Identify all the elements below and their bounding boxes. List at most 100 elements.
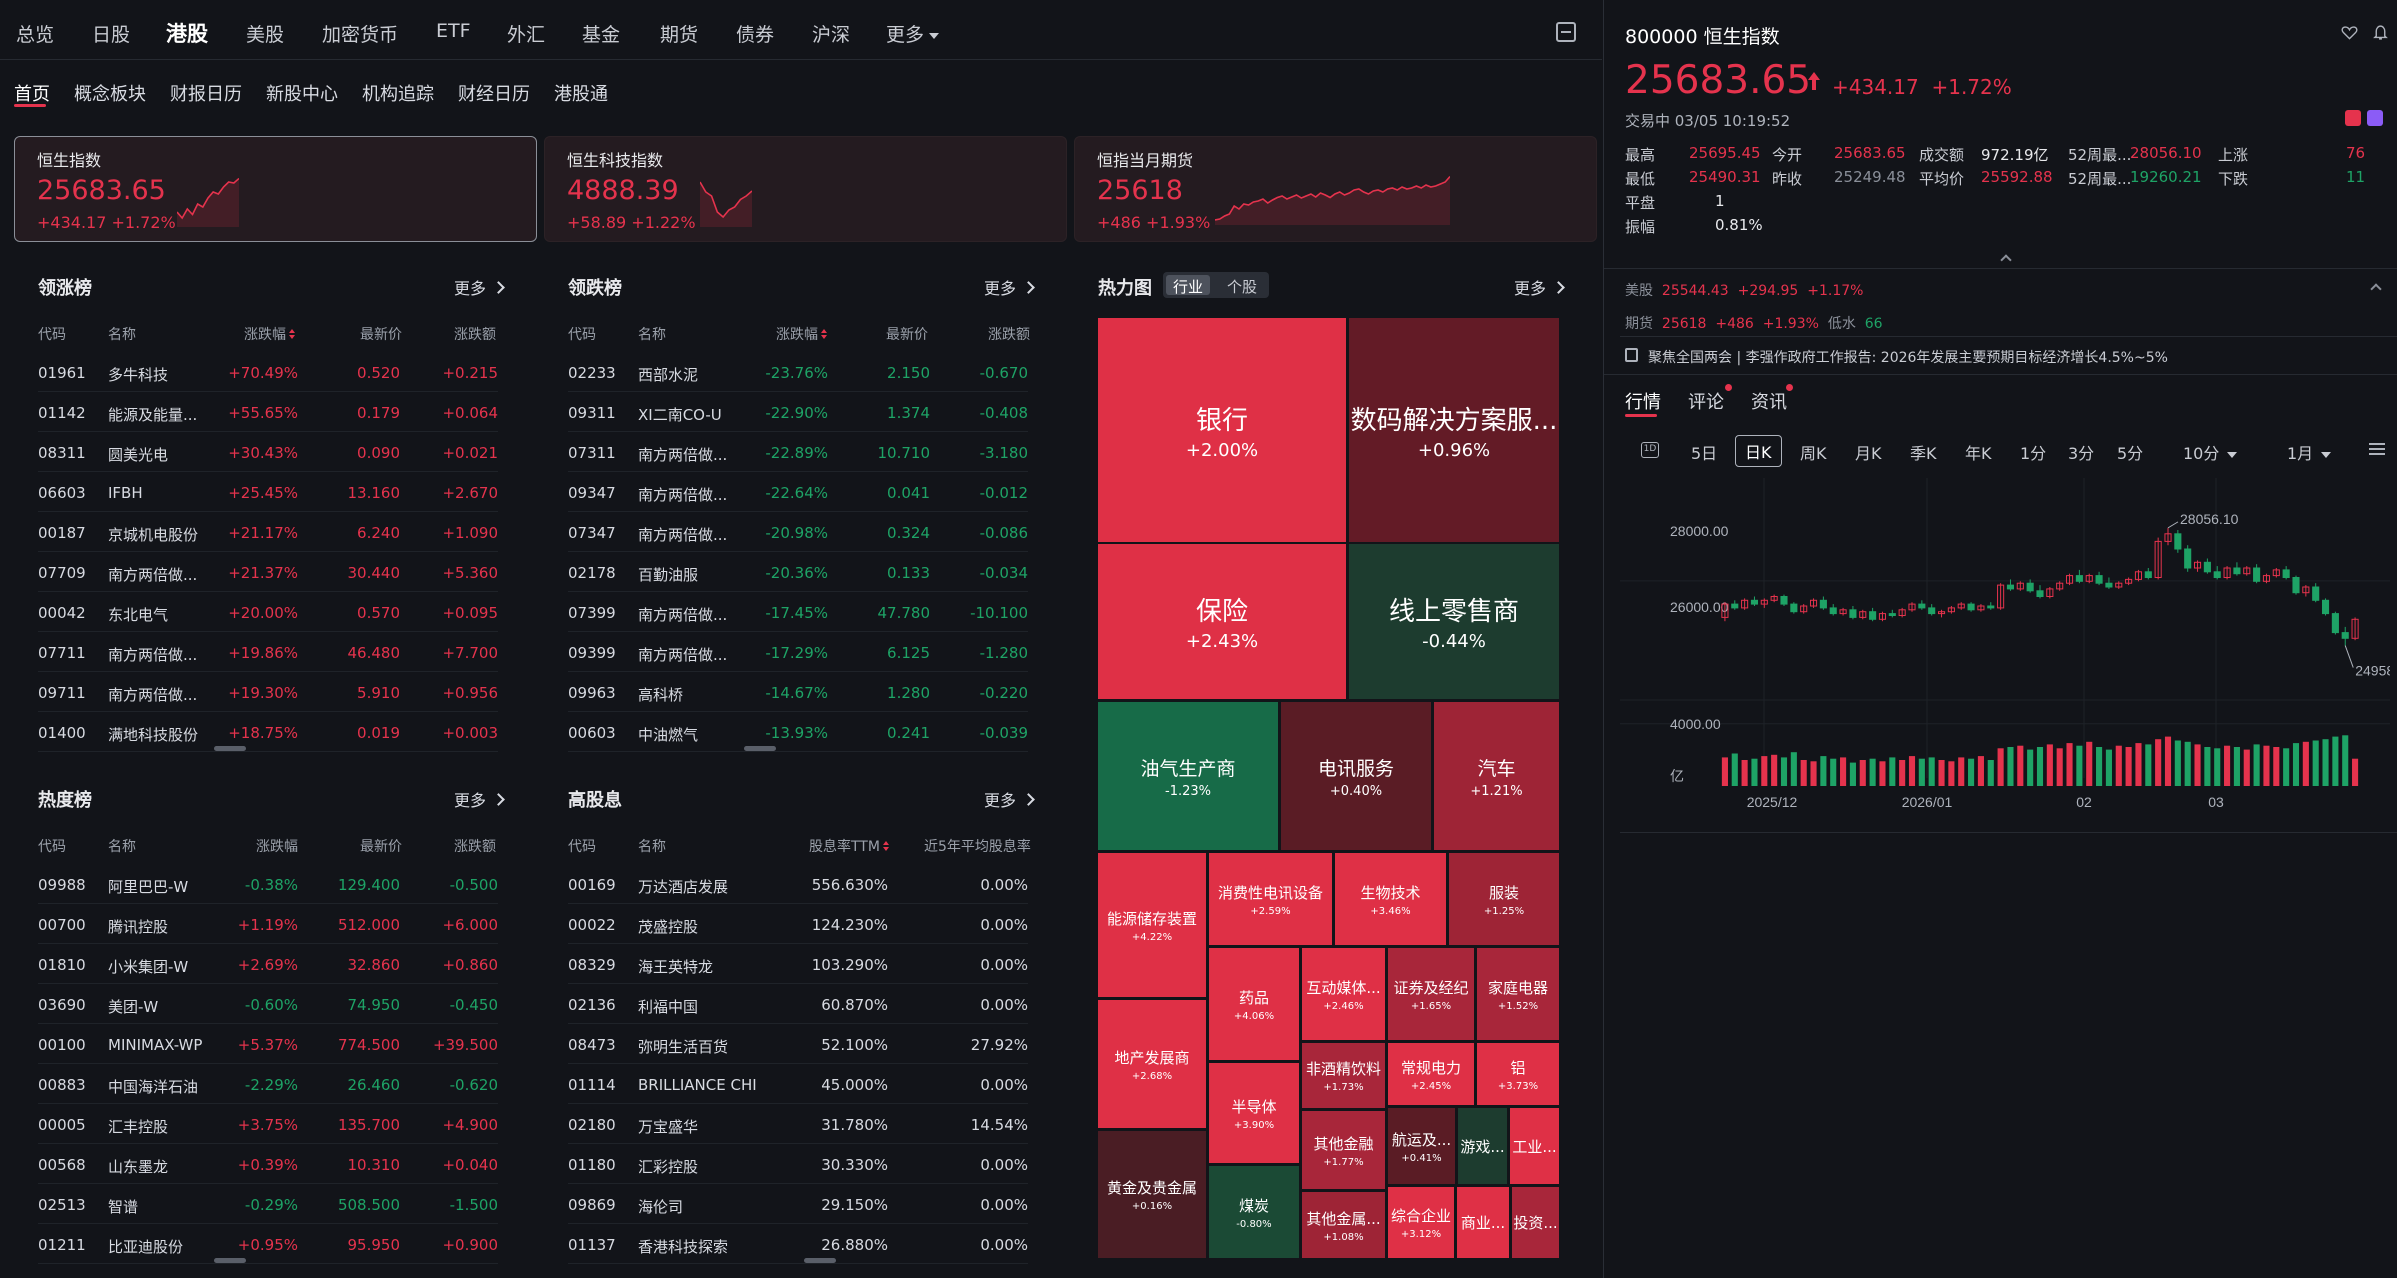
heatmap-tile[interactable]: 常规电力 +2.45% [1388, 1043, 1474, 1105]
chart-settings-icon[interactable] [2369, 442, 2385, 456]
heatmap-tile[interactable]: 服装 +1.25% [1449, 853, 1559, 945]
nav-overview[interactable]: 总览 [16, 24, 55, 46]
table-row[interactable]: 02180 万宝盛华 31.780% 14.54% [568, 1104, 1028, 1144]
table-row[interactable]: 07711 南方两倍做... +19.86% 46.480 +7.700 [38, 632, 498, 672]
table-row[interactable]: 09988 阿里巴巴-W -0.38% 129.400 -0.500 [38, 864, 498, 904]
table-row[interactable]: 09869 海伦司 29.150% 0.00% [568, 1184, 1028, 1224]
toggle-stocks[interactable]: 个股 [1227, 278, 1258, 296]
period-monthly-k[interactable]: 月K [1855, 444, 1882, 463]
range-1mo-dropdown[interactable]: 1月 [2287, 440, 2332, 464]
table-row[interactable]: 02233 西部水泥 -23.76% 2.150 -0.670 [568, 352, 1028, 392]
heatmap-tile[interactable]: 电讯服务 +0.40% [1281, 702, 1431, 850]
table-row[interactable]: 01142 能源及能量... +55.65% 0.179 +0.064 [38, 392, 498, 432]
period-5d[interactable]: 5日 [1691, 444, 1718, 463]
expand-window-icon[interactable] [1556, 22, 1576, 42]
heatmap-tile[interactable]: 工业... [1510, 1108, 1559, 1184]
nav-us-stocks[interactable]: 美股 [246, 24, 285, 46]
period-10m-dropdown[interactable]: 10分 [2183, 440, 2238, 464]
table-row[interactable]: 07709 南方两倍做... +21.37% 30.440 +5.360 [38, 552, 498, 592]
heatmap-tile[interactable]: 其他金属... +1.08% [1302, 1192, 1385, 1258]
nav-forex[interactable]: 外汇 [507, 24, 546, 46]
table-row[interactable]: 09711 南方两倍做... +19.30% 5.910 +0.956 [38, 672, 498, 712]
subnav-ipo-center[interactable]: 新股中心 [266, 84, 338, 105]
period-yearly-k[interactable]: 年K [1965, 444, 1992, 463]
table-row[interactable]: 07311 南方两倍做... -22.89% 10.710 -3.180 [568, 432, 1028, 472]
tab-comments[interactable]: 评论 [1688, 392, 1724, 413]
hot-more-link[interactable]: 更多 [454, 787, 503, 811]
table-row[interactable]: 00603 中油燃气 -13.93% 0.241 -0.039 [568, 712, 1028, 752]
table-row[interactable]: 08329 海王英特龙 103.290% 0.00% [568, 944, 1028, 984]
col-pct[interactable]: 涨跌幅 [776, 324, 828, 344]
heatmap-more-link[interactable]: 更多 [1514, 275, 1563, 299]
heatmap-tile[interactable]: 互动媒体... +2.46% [1302, 948, 1385, 1040]
nav-more-dropdown[interactable]: 更多 [886, 20, 940, 47]
toggle-industry[interactable]: 行业 [1166, 275, 1211, 296]
table-row[interactable]: 02178 百勤油服 -20.36% 0.133 -0.034 [568, 552, 1028, 592]
heatmap-tile[interactable]: 铝 +3.73% [1477, 1043, 1559, 1105]
collapse-subquotes-icon[interactable] [2370, 283, 2382, 295]
heatmap-tile[interactable]: 线上零售商 -0.44% [1349, 544, 1559, 699]
table-row[interactable]: 01400 满地科技股份 +18.75% 0.019 +0.003 [38, 712, 498, 752]
table-row[interactable]: 09347 南方两倍做... -22.64% 0.041 -0.012 [568, 472, 1028, 512]
heatmap-tile[interactable]: 保险 +2.43% [1098, 544, 1346, 699]
col-ttm[interactable]: 股息率TTM [809, 836, 890, 856]
nav-bonds[interactable]: 债券 [736, 24, 775, 46]
table-row[interactable]: 00100 MINIMAX-WP +5.37% 774.500 +39.500 [38, 1024, 498, 1064]
nav-crypto[interactable]: 加密货币 [322, 24, 399, 46]
table-row[interactable]: 00022 茂盛控股 124.230% 0.00% [568, 904, 1028, 944]
table-row[interactable]: 00005 汇丰控股 +3.75% 135.700 +4.900 [38, 1104, 498, 1144]
subnav-home[interactable]: 首页 [14, 84, 50, 105]
period-daily-k[interactable]: 日K [1735, 435, 1782, 467]
period-weekly-k[interactable]: 周K [1800, 444, 1827, 463]
heatmap-tile[interactable]: 证券及经纪 +1.65% [1388, 948, 1474, 1040]
gainers-more-link[interactable]: 更多 [454, 275, 503, 299]
table-row[interactable]: 01180 汇彩控股 30.330% 0.00% [568, 1144, 1028, 1184]
tab-market[interactable]: 行情 [1625, 392, 1661, 413]
table-row[interactable]: 01810 小米集团-W +2.69% 32.860 +0.860 [38, 944, 498, 984]
table-row[interactable]: 09311 XI二南CO-U -22.90% 1.374 -0.408 [568, 392, 1028, 432]
subnav-earnings-calendar[interactable]: 财报日历 [170, 84, 242, 105]
nav-etf[interactable]: ETF [436, 20, 471, 42]
table-row[interactable]: 02136 利福中国 60.870% 0.00% [568, 984, 1028, 1024]
period-1m[interactable]: 1分 [2020, 444, 2047, 463]
nav-shanghai-shenzhen[interactable]: 沪深 [812, 24, 851, 46]
table-row[interactable]: 03690 美团-W -0.60% 74.950 -0.450 [38, 984, 498, 1024]
hot-scrollbar[interactable] [214, 1258, 246, 1263]
heatmap-tile[interactable]: 游戏... [1458, 1108, 1507, 1184]
table-row[interactable]: 01137 香港科技探索 26.880% 0.00% [568, 1224, 1028, 1264]
table-row[interactable]: 00883 中国海洋石油 -2.29% 26.460 -0.620 [38, 1064, 498, 1104]
nav-hk-stocks[interactable]: 港股 [166, 22, 208, 46]
collapse-stats-icon[interactable] [2000, 254, 2012, 266]
nav-futures[interactable]: 期货 [660, 24, 699, 46]
subnav-concept-sectors[interactable]: 概念板块 [74, 84, 146, 105]
heatmap-tile[interactable]: 黄金及贵金属 +0.16% [1098, 1131, 1206, 1258]
table-row[interactable]: 09399 南方两倍做... -17.29% 6.125 -1.280 [568, 632, 1028, 672]
heatmap-tile[interactable]: 其他金融 +1.77% [1302, 1111, 1385, 1189]
news-headline[interactable]: 聚焦全国两会 | 李强作政府工作报告: 2026年发展主要预期目标经济增长4.5… [1648, 350, 2168, 366]
heatmap-tile[interactable]: 数码解决方案服... +0.96% [1349, 318, 1559, 542]
heatmap-tile[interactable]: 消费性电讯设备 +2.59% [1209, 853, 1332, 945]
table-row[interactable]: 07399 南方两倍做... -17.45% 47.780 -10.100 [568, 592, 1028, 632]
losers-scrollbar[interactable] [744, 746, 776, 751]
index-card-hsi[interactable]: 恒生指数 25683.65 +434.17 +1.72% [14, 136, 537, 242]
heatmap-tile[interactable]: 航运及... +0.41% [1388, 1108, 1455, 1184]
period-3m[interactable]: 3分 [2068, 444, 2095, 463]
period-quarterly-k[interactable]: 季K [1910, 444, 1937, 463]
table-row[interactable]: 06603 IFBH +25.45% 13.160 +2.670 [38, 472, 498, 512]
table-row[interactable]: 09963 高科桥 -14.67% 1.280 -0.220 [568, 672, 1028, 712]
nav-funds[interactable]: 基金 [582, 24, 621, 46]
heatmap-tile[interactable]: 半导体 +3.90% [1209, 1063, 1299, 1163]
table-row[interactable]: 02513 智谱 -0.29% 508.500 -1.500 [38, 1184, 498, 1224]
heatmap-tile[interactable]: 家庭电器 +1.52% [1477, 948, 1559, 1040]
index-card-hsi-futures[interactable]: 恒指当月期货 25618 +486 +1.93% [1074, 136, 1597, 242]
table-row[interactable]: 01114 BRILLIANCE CHI 45.000% 0.00% [568, 1064, 1028, 1104]
table-row[interactable]: 01961 多牛科技 +70.49% 0.520 +0.215 [38, 352, 498, 392]
heart-icon[interactable] [2341, 25, 2358, 40]
table-row[interactable]: 00169 万达酒店发展 556.630% 0.00% [568, 864, 1028, 904]
heatmap-tile[interactable]: 汽车 +1.21% [1434, 702, 1559, 850]
dividend-scrollbar[interactable] [804, 1258, 836, 1263]
table-row[interactable]: 07347 南方两倍做... -20.98% 0.324 -0.086 [568, 512, 1028, 552]
heatmap-tile[interactable]: 能源储存装置 +4.22% [1098, 853, 1206, 997]
dividend-more-link[interactable]: 更多 [984, 787, 1033, 811]
table-row[interactable]: 08311 圆美光电 +30.43% 0.090 +0.021 [38, 432, 498, 472]
